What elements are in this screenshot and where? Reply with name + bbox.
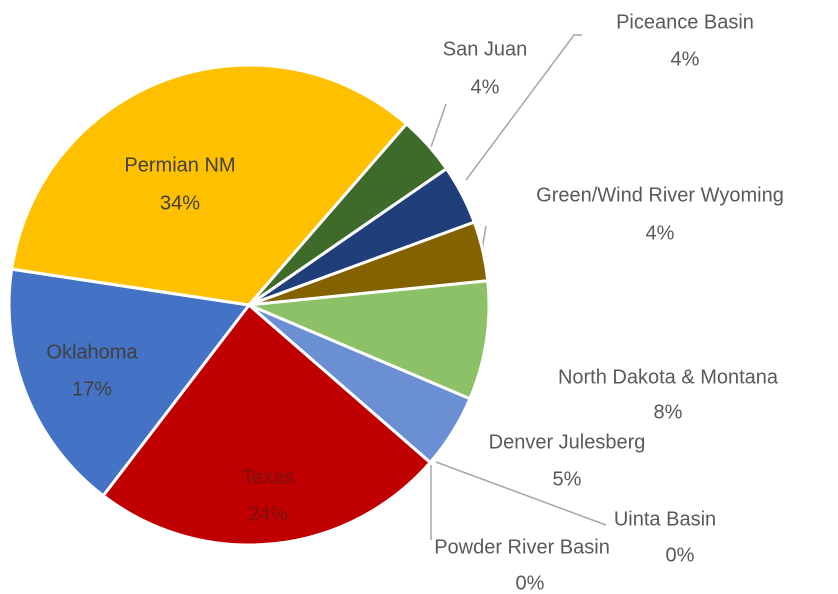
slice-label: San Juan <box>443 39 528 61</box>
pie-slice <box>7 267 252 498</box>
slice-value-label: 4% <box>646 223 675 245</box>
slice-value-label: 5% <box>553 469 582 491</box>
slice-value-label: 4% <box>671 49 700 71</box>
slice-label: Denver Julesberg <box>489 432 646 454</box>
slice-value-label: 4% <box>471 77 500 99</box>
slice-value-label: 17% <box>72 379 112 401</box>
slice-label: Powder River Basin <box>434 537 610 559</box>
slice-label: North Dakota & Montana <box>558 367 779 389</box>
slice-label: Piceance Basin <box>616 12 754 34</box>
slice-value-label: 0% <box>516 573 545 594</box>
slice-label: Green/Wind River Wyoming <box>536 185 784 207</box>
slice-value-label: 8% <box>654 402 683 424</box>
slice-label: Permian NM <box>124 155 235 177</box>
leader-line <box>465 34 582 181</box>
slice-value-label: 34% <box>160 193 200 215</box>
pie-slice <box>9 63 409 307</box>
slice-value-label: 0% <box>666 545 695 567</box>
leader-line <box>435 461 607 526</box>
slice-value-label: 24% <box>248 504 288 526</box>
pie-slice <box>248 279 491 401</box>
pie-slice <box>101 302 433 547</box>
slice-label: Uinta Basin <box>614 509 716 531</box>
slice-label: Texas <box>242 467 294 489</box>
slice-label: Oklahoma <box>46 342 138 364</box>
leader-line <box>429 103 447 151</box>
